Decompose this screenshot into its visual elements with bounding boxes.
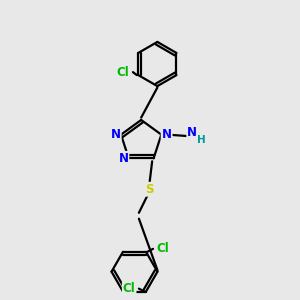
Text: N: N xyxy=(187,126,197,139)
Text: H: H xyxy=(197,135,206,145)
Text: N: N xyxy=(111,128,121,141)
Text: Cl: Cl xyxy=(116,66,129,79)
Text: N: N xyxy=(162,128,172,141)
Text: S: S xyxy=(145,183,154,196)
Text: N: N xyxy=(118,152,128,165)
Text: Cl: Cl xyxy=(156,242,169,255)
Text: Cl: Cl xyxy=(123,282,136,295)
